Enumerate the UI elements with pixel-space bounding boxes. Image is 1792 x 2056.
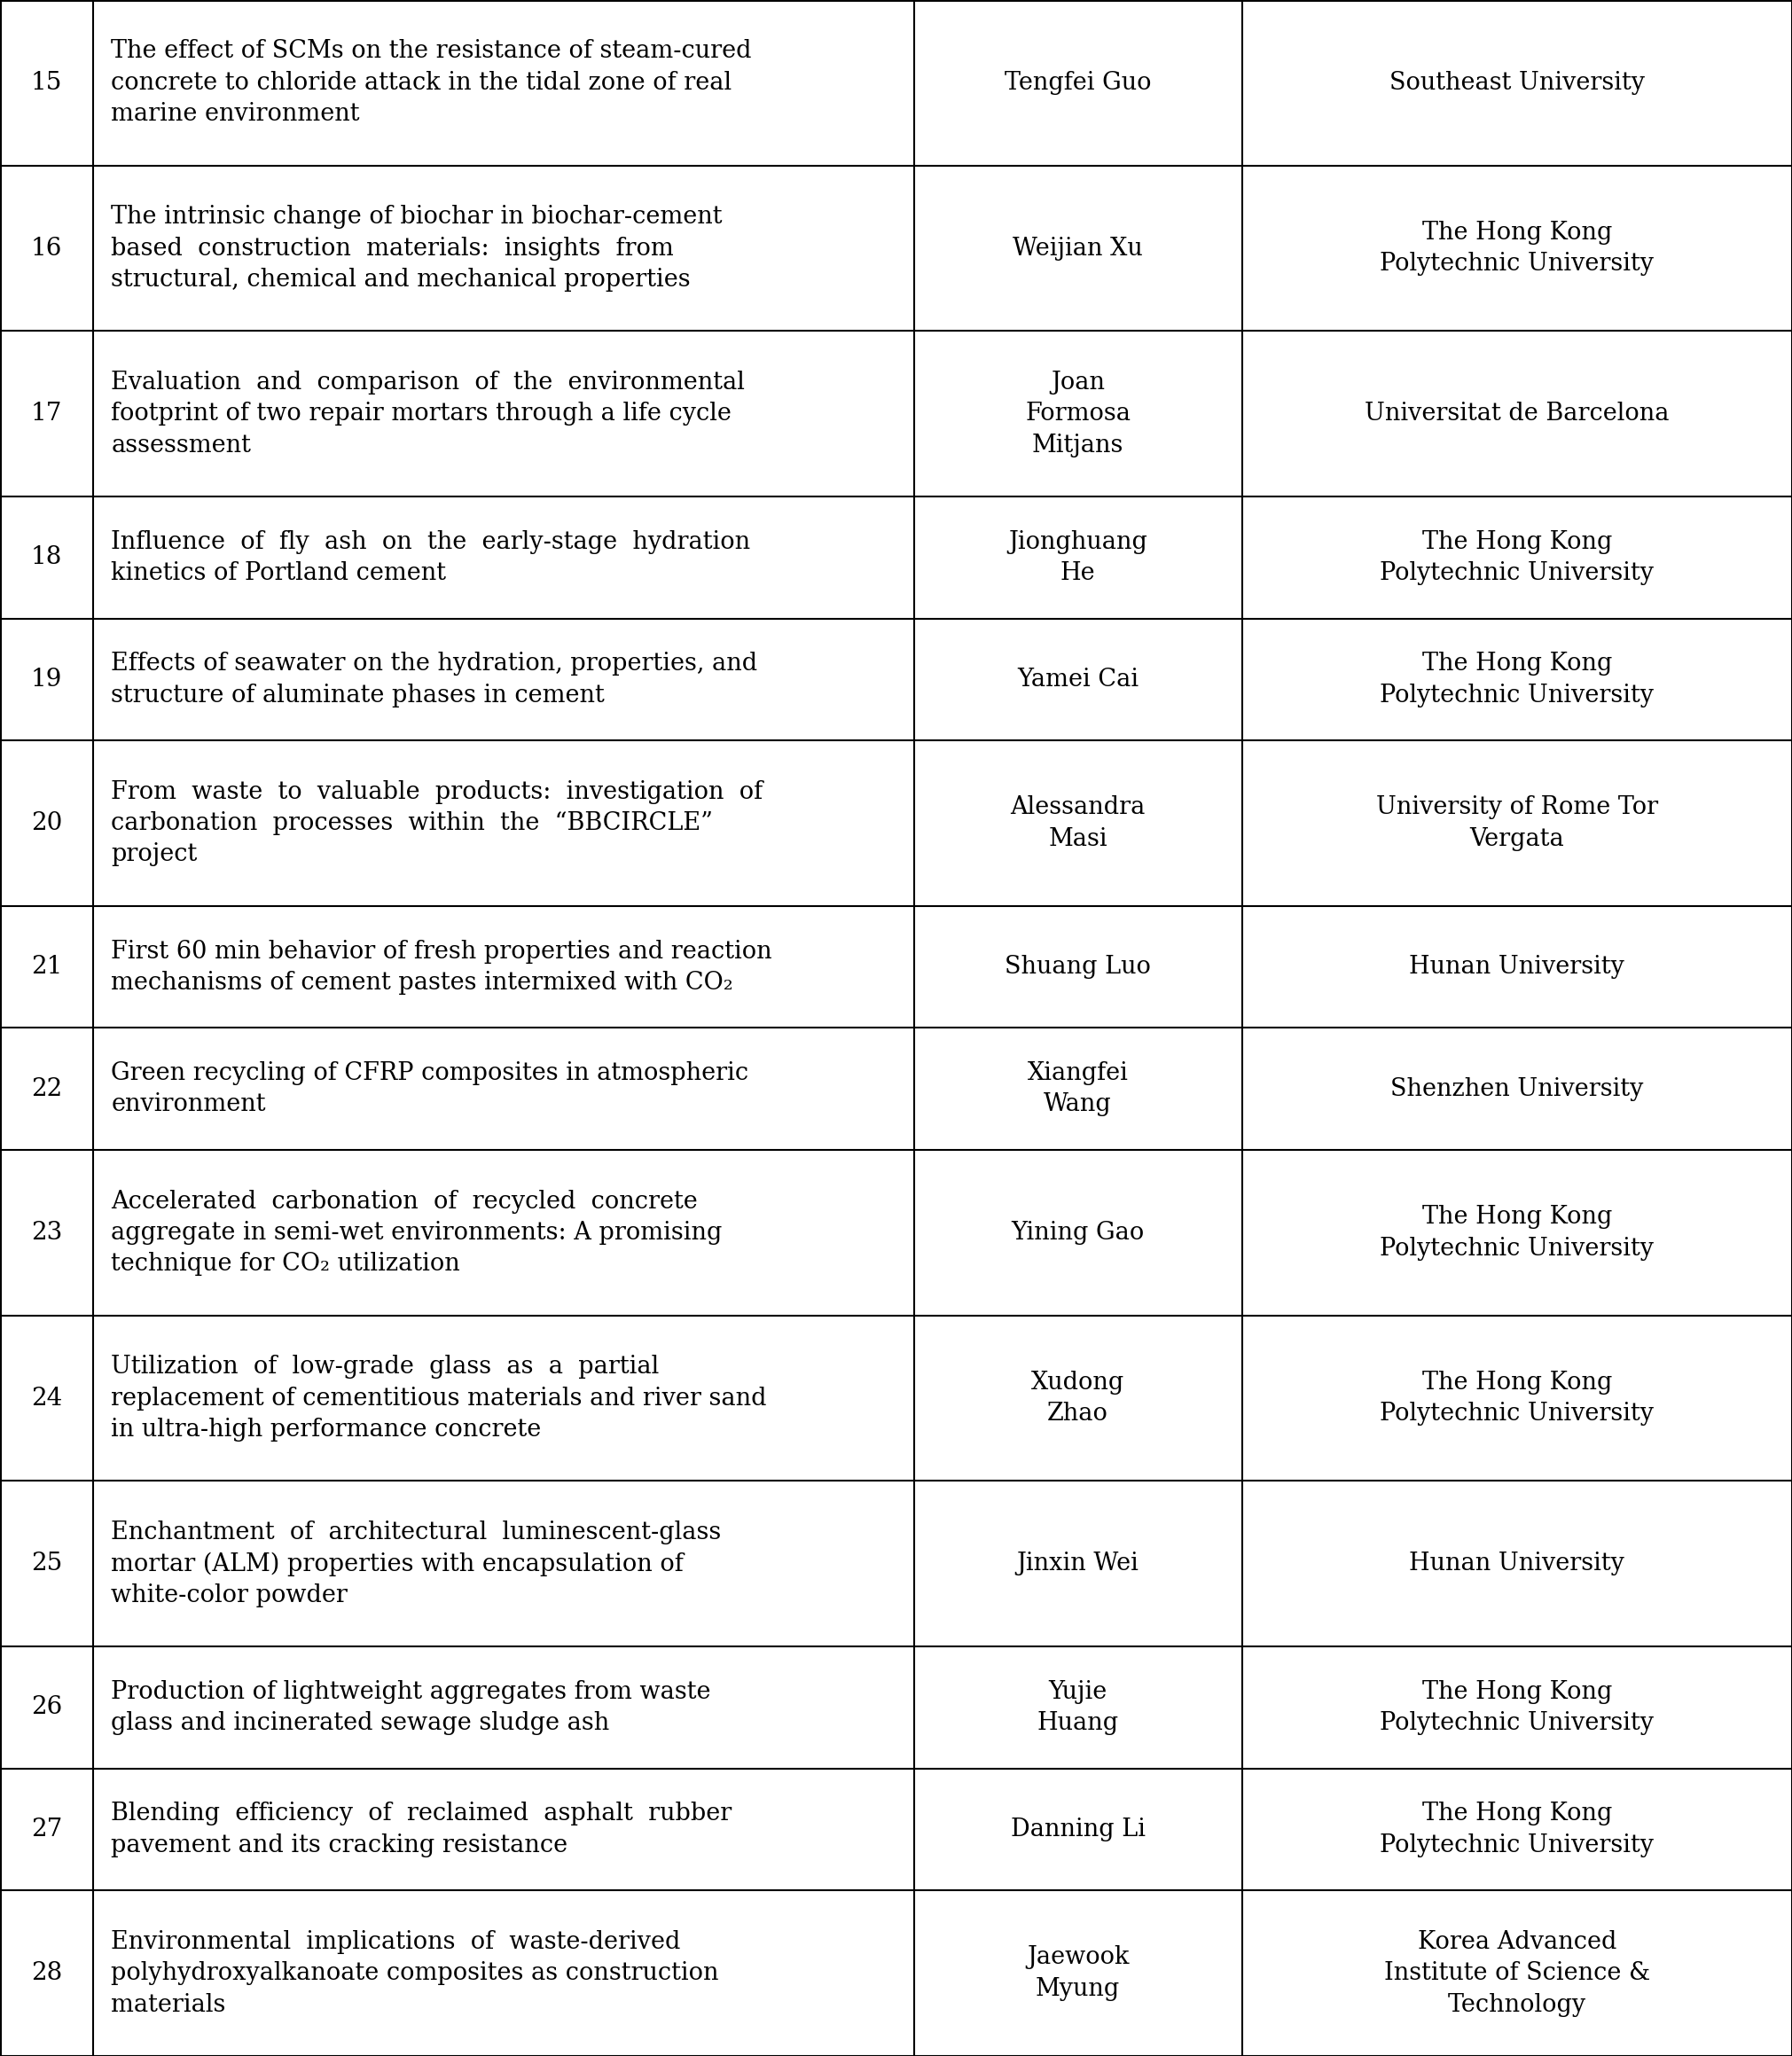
Text: 15: 15 xyxy=(30,70,63,95)
Text: The Hong Kong
Polytechnic University: The Hong Kong Polytechnic University xyxy=(1380,530,1654,586)
Text: Weijian Xu: Weijian Xu xyxy=(1012,236,1143,261)
Text: The effect of SCMs on the resistance of steam-cured
concrete to chloride attack : The effect of SCMs on the resistance of … xyxy=(111,39,751,125)
Text: 20: 20 xyxy=(30,812,63,835)
Text: The Hong Kong
Polytechnic University: The Hong Kong Polytechnic University xyxy=(1380,1205,1654,1260)
Text: Universitat de Barcelona: Universitat de Barcelona xyxy=(1366,401,1668,426)
Text: 26: 26 xyxy=(30,1696,63,1719)
Text: 18: 18 xyxy=(30,545,63,570)
Text: The Hong Kong
Polytechnic University: The Hong Kong Polytechnic University xyxy=(1380,652,1654,707)
Text: First 60 min behavior of fresh properties and reaction
mechanisms of cement past: First 60 min behavior of fresh propertie… xyxy=(111,940,772,995)
Text: Tengfei Guo: Tengfei Guo xyxy=(1005,70,1150,95)
Text: Shuang Luo: Shuang Luo xyxy=(1005,956,1150,979)
Text: 16: 16 xyxy=(30,236,63,261)
Text: Danning Li: Danning Li xyxy=(1011,1818,1145,1842)
Text: 17: 17 xyxy=(30,401,63,426)
Text: Xiangfei
Wang: Xiangfei Wang xyxy=(1027,1061,1129,1116)
Text: Green recycling of CFRP composites in atmospheric
environment: Green recycling of CFRP composites in at… xyxy=(111,1061,749,1116)
Text: Hunan University: Hunan University xyxy=(1409,1552,1625,1575)
Text: Evaluation  and  comparison  of  the  environmental
footprint of two repair mort: Evaluation and comparison of the environ… xyxy=(111,370,745,456)
Text: 25: 25 xyxy=(30,1552,63,1575)
Text: University of Rome Tor
Vergata: University of Rome Tor Vergata xyxy=(1376,796,1658,851)
Text: Korea Advanced
Institute of Science &
Technology: Korea Advanced Institute of Science & Te… xyxy=(1383,1931,1650,2017)
Text: 21: 21 xyxy=(30,956,63,979)
Text: The Hong Kong
Polytechnic University: The Hong Kong Polytechnic University xyxy=(1380,1371,1654,1427)
Text: The Hong Kong
Polytechnic University: The Hong Kong Polytechnic University xyxy=(1380,220,1654,276)
Text: Jinxin Wei: Jinxin Wei xyxy=(1016,1552,1140,1575)
Text: 22: 22 xyxy=(30,1077,63,1100)
Text: Environmental  implications  of  waste-derived
polyhydroxyalkanoate composites a: Environmental implications of waste-deri… xyxy=(111,1931,719,2017)
Text: The Hong Kong
Polytechnic University: The Hong Kong Polytechnic University xyxy=(1380,1680,1654,1735)
Text: Shenzhen University: Shenzhen University xyxy=(1391,1077,1643,1100)
Text: Xudong
Zhao: Xudong Zhao xyxy=(1030,1371,1125,1427)
Text: 23: 23 xyxy=(30,1221,63,1244)
Text: Effects of seawater on the hydration, properties, and
structure of aluminate pha: Effects of seawater on the hydration, pr… xyxy=(111,652,758,707)
Text: 19: 19 xyxy=(30,668,63,691)
Text: Hunan University: Hunan University xyxy=(1409,956,1625,979)
Text: Jaewook
Myung: Jaewook Myung xyxy=(1027,1945,1129,2000)
Text: From  waste  to  valuable  products:  investigation  of
carbonation  processes  : From waste to valuable products: investi… xyxy=(111,779,763,868)
Text: Yujie
Huang: Yujie Huang xyxy=(1038,1680,1118,1735)
Text: Production of lightweight aggregates from waste
glass and incinerated sewage slu: Production of lightweight aggregates fro… xyxy=(111,1680,711,1735)
Text: The Hong Kong
Polytechnic University: The Hong Kong Polytechnic University xyxy=(1380,1801,1654,1857)
Text: 28: 28 xyxy=(30,1961,63,1986)
Text: Alessandra
Masi: Alessandra Masi xyxy=(1011,796,1145,851)
Text: Accelerated  carbonation  of  recycled  concrete
aggregate in semi-wet environme: Accelerated carbonation of recycled conc… xyxy=(111,1188,722,1277)
Text: Utilization  of  low-grade  glass  as  a  partial
replacement of cementitious ma: Utilization of low-grade glass as a part… xyxy=(111,1355,767,1441)
Text: Blending  efficiency  of  reclaimed  asphalt  rubber
pavement and its cracking r: Blending efficiency of reclaimed asphalt… xyxy=(111,1801,731,1857)
Text: Yining Gao: Yining Gao xyxy=(1011,1221,1145,1244)
Text: Influence  of  fly  ash  on  the  early-stage  hydration
kinetics of Portland ce: Influence of fly ash on the early-stage … xyxy=(111,530,751,586)
Text: Yamei Cai: Yamei Cai xyxy=(1018,668,1138,691)
Text: Enchantment  of  architectural  luminescent-glass
mortar (ALM) properties with e: Enchantment of architectural luminescent… xyxy=(111,1519,722,1608)
Text: Southeast University: Southeast University xyxy=(1389,70,1645,95)
Text: Joan
Formosa
Mitjans: Joan Formosa Mitjans xyxy=(1025,370,1131,456)
Text: Jionghuang
He: Jionghuang He xyxy=(1009,530,1147,586)
Text: 24: 24 xyxy=(30,1386,63,1410)
Text: The intrinsic change of biochar in biochar-cement
based  construction  materials: The intrinsic change of biochar in bioch… xyxy=(111,206,722,292)
Text: 27: 27 xyxy=(30,1818,63,1842)
